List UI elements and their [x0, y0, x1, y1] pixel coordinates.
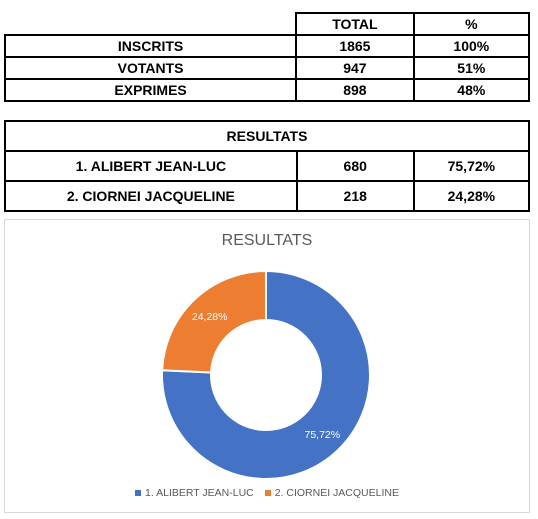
stats-table: TOTAL % INSCRITS 1865 100% VOTANTS 947 5… [3, 12, 531, 102]
stats-row-total: 1865 [295, 34, 415, 58]
legend-label: 1. ALIBERT JEAN-LUC [145, 487, 254, 499]
stats-row-pct: 100% [412, 34, 531, 58]
donut-chart-svg: 75,72% 24,28% [161, 269, 371, 480]
donut-slice-1 [161, 269, 371, 480]
results-row-pct: 75,72% [412, 150, 531, 182]
donut-slice-2 [161, 269, 267, 374]
donut-data-label-2: 24,28% [192, 311, 228, 323]
stats-row-votants: VOTANTS 947 51% [3, 56, 531, 80]
legend-swatch [135, 490, 142, 497]
stats-row-pct: 48% [412, 78, 531, 102]
stats-row-label: VOTANTS [3, 56, 298, 80]
stats-header-pct: % [412, 12, 531, 36]
stats-header-total: TOTAL [295, 12, 415, 36]
legend-swatch [264, 490, 271, 497]
legend-label: 2. CIORNEI JACQUELINE [274, 487, 399, 499]
stats-row-inscrits: INSCRITS 1865 100% [3, 34, 531, 58]
results-row-pct: 24,28% [412, 180, 531, 212]
stats-header-row: TOTAL % [5, 12, 531, 36]
results-row-candidate-2: 2. CIORNEI JACQUELINE 218 24,28% [4, 180, 531, 212]
results-row-votes: 218 [295, 180, 415, 212]
stats-row-pct: 51% [412, 56, 531, 80]
stats-corner-cell [5, 13, 298, 36]
chart-title: RESULTATS [221, 232, 313, 249]
results-row-votes: 680 [295, 150, 415, 182]
stats-row-label: EXPRIMES [3, 78, 298, 102]
legend-item-candidate-2: 2. CIORNEI JACQUELINE [264, 487, 399, 499]
stats-row-label: INSCRITS [3, 34, 298, 58]
stats-row-total: 947 [295, 56, 415, 80]
results-row-candidate-1: 1. ALIBERT JEAN-LUC 680 75,72% [4, 150, 531, 182]
stats-row-exprimes: EXPRIMES 898 48% [3, 78, 531, 102]
results-title: RESULTATS [4, 120, 530, 152]
results-table: RESULTATS 1. ALIBERT JEAN-LUC 680 75,72%… [4, 120, 531, 212]
stats-row-total: 898 [295, 78, 415, 102]
legend-item-candidate-1: 1. ALIBERT JEAN-LUC [135, 487, 254, 499]
chart-legend: 1. ALIBERT JEAN-LUC 2. CIORNEI JACQUELIN… [5, 487, 529, 499]
results-title-row: RESULTATS [4, 120, 530, 152]
results-row-label: 2. CIORNEI JACQUELINE [4, 180, 298, 212]
donut-chart: RESULTATS 75,72% 24,28% 1. ALIBERT JEAN-L… [4, 219, 530, 513]
results-row-label: 1. ALIBERT JEAN-LUC [4, 150, 298, 182]
donut-data-label-1: 75,72% [304, 429, 340, 441]
